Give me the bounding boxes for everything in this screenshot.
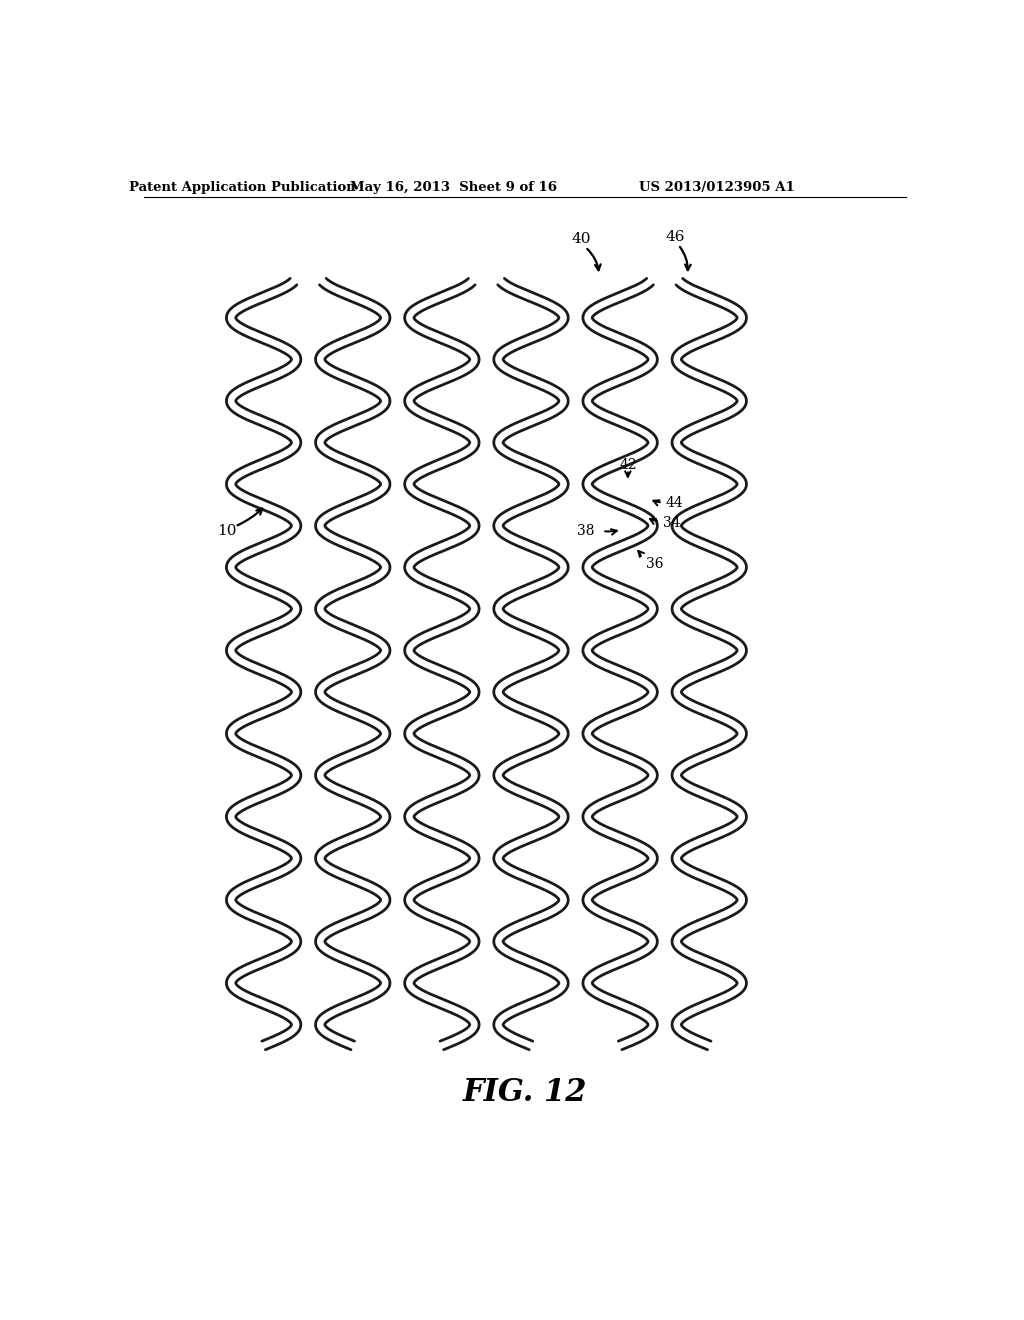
Text: 36: 36 — [646, 557, 664, 572]
Text: 42: 42 — [620, 458, 637, 471]
Text: 34: 34 — [663, 516, 680, 529]
Text: US 2013/0123905 A1: US 2013/0123905 A1 — [639, 181, 795, 194]
Text: Patent Application Publication: Patent Application Publication — [129, 181, 356, 194]
Text: FIG. 12: FIG. 12 — [463, 1077, 587, 1107]
Text: 40: 40 — [571, 232, 591, 247]
Text: 44: 44 — [666, 496, 684, 511]
Text: May 16, 2013  Sheet 9 of 16: May 16, 2013 Sheet 9 of 16 — [350, 181, 557, 194]
Text: 38: 38 — [578, 524, 595, 539]
Text: 46: 46 — [666, 230, 685, 244]
Text: 10: 10 — [217, 524, 237, 539]
